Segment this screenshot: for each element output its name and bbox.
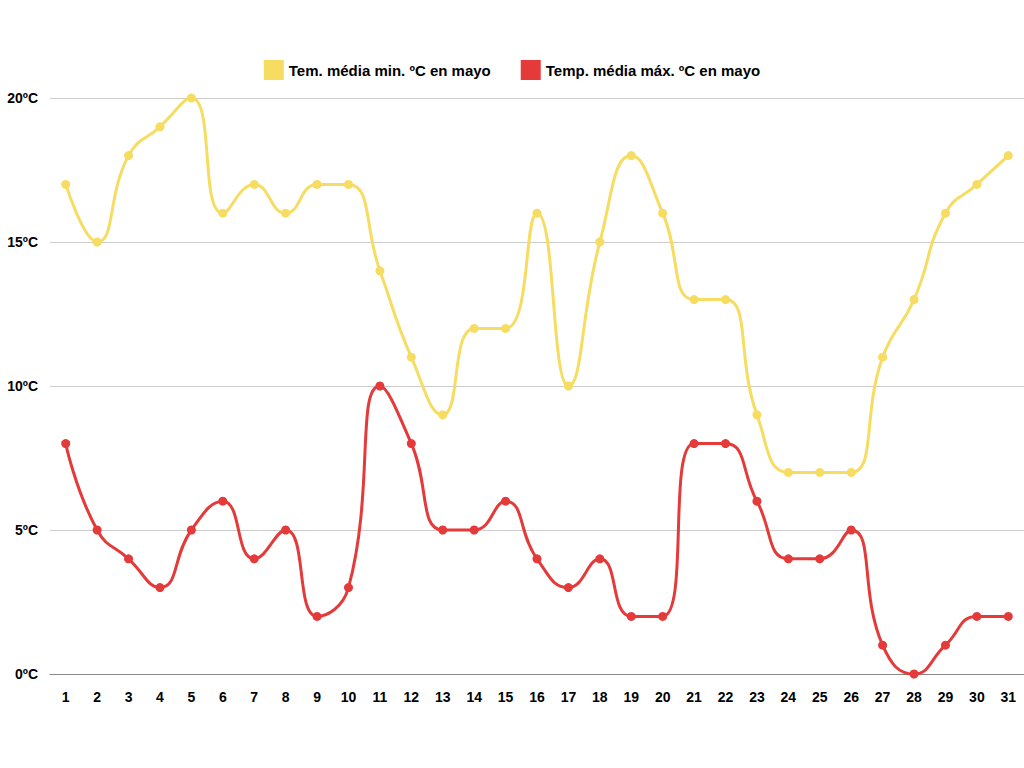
svg-text:3: 3 <box>125 689 133 705</box>
svg-text:17: 17 <box>561 689 577 705</box>
svg-text:27: 27 <box>875 689 891 705</box>
svg-text:11: 11 <box>372 689 387 705</box>
svg-text:20: 20 <box>655 689 671 705</box>
svg-text:18: 18 <box>592 689 608 705</box>
svg-text:23: 23 <box>749 689 765 705</box>
svg-text:15ºC: 15ºC <box>7 234 38 250</box>
svg-text:14: 14 <box>466 689 482 705</box>
svg-text:26: 26 <box>843 689 859 705</box>
svg-text:28: 28 <box>906 689 922 705</box>
svg-text:13: 13 <box>435 689 451 705</box>
svg-text:10: 10 <box>341 689 357 705</box>
svg-text:25: 25 <box>812 689 828 705</box>
svg-text:2: 2 <box>93 689 101 705</box>
svg-text:7: 7 <box>250 689 258 705</box>
svg-text:Tem. média min. ºC en mayo: Tem. média min. ºC en mayo <box>289 62 491 79</box>
svg-text:12: 12 <box>404 689 420 705</box>
svg-text:31: 31 <box>1001 689 1017 705</box>
svg-text:15: 15 <box>498 689 514 705</box>
svg-text:10ºC: 10ºC <box>7 378 38 394</box>
svg-text:29: 29 <box>938 689 954 705</box>
svg-text:1: 1 <box>62 689 70 705</box>
svg-text:30: 30 <box>969 689 985 705</box>
svg-text:5: 5 <box>187 689 195 705</box>
svg-text:8: 8 <box>282 689 290 705</box>
svg-text:20ºC: 20ºC <box>7 90 38 106</box>
svg-text:21: 21 <box>686 689 702 705</box>
svg-text:22: 22 <box>718 689 734 705</box>
svg-text:5ºC: 5ºC <box>15 522 38 538</box>
svg-text:19: 19 <box>623 689 639 705</box>
svg-text:0ºC: 0ºC <box>15 666 38 682</box>
svg-text:24: 24 <box>781 689 797 705</box>
svg-text:9: 9 <box>313 689 321 705</box>
svg-text:4: 4 <box>156 689 164 705</box>
svg-text:Temp. média máx. ºC en mayo: Temp. média máx. ºC en mayo <box>546 62 760 79</box>
svg-text:6: 6 <box>219 689 227 705</box>
svg-text:16: 16 <box>529 689 545 705</box>
